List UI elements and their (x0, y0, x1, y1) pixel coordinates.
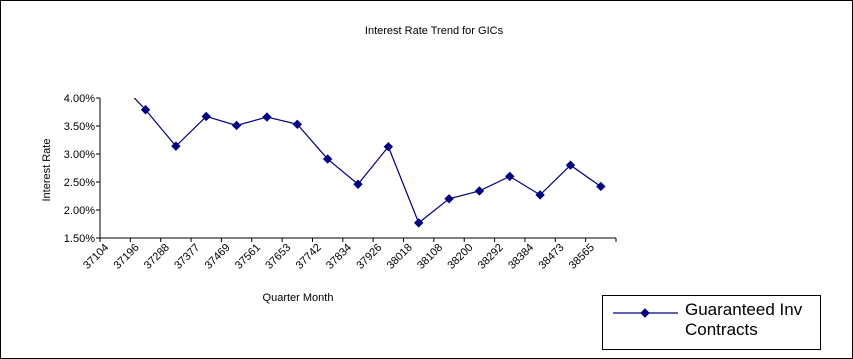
legend-series-label: Guaranteed Inv Contracts (685, 300, 803, 339)
y-tick-label: 2.50% (64, 177, 95, 189)
data-point (383, 142, 394, 152)
data-point (444, 194, 454, 204)
axes (96, 97, 617, 242)
y-axis-label: Interest Rate (41, 139, 53, 202)
chart-title: Interest Rate Trend for GICs (365, 25, 504, 37)
data-point (565, 160, 576, 170)
data-point (413, 218, 424, 228)
legend: Guaranteed Inv Contracts (602, 295, 821, 350)
data-point (322, 154, 333, 164)
data-point (353, 179, 363, 189)
y-tick-label: 2.00% (64, 205, 95, 217)
series-layer (133, 98, 606, 228)
y-tick-label: 1.50% (64, 233, 95, 245)
data-point (535, 190, 545, 200)
data-point (596, 181, 606, 192)
data-point (505, 171, 515, 182)
data-point (171, 141, 181, 151)
data-point (231, 120, 242, 131)
data-point (201, 111, 211, 122)
x-axis-label: Quarter Month (263, 292, 334, 304)
legend-series-marker-icon (613, 308, 678, 318)
data-point (474, 186, 485, 196)
data-point (262, 112, 272, 122)
y-tick-label: 3.00% (64, 149, 95, 161)
y-tick-label: 4.00% (64, 93, 95, 105)
y-tick-label: 3.50% (64, 121, 95, 133)
data-point (292, 119, 303, 130)
data-point (140, 105, 151, 115)
